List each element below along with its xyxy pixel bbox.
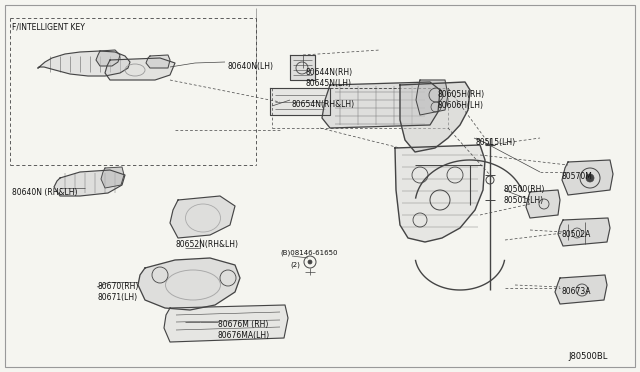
Polygon shape	[96, 50, 120, 66]
Polygon shape	[322, 82, 440, 128]
Text: 80673A: 80673A	[561, 287, 591, 296]
Text: 80676M (RH): 80676M (RH)	[218, 320, 268, 329]
Polygon shape	[164, 305, 288, 342]
Polygon shape	[290, 55, 315, 80]
Text: 80644N(RH): 80644N(RH)	[305, 68, 352, 77]
Text: 80606H(LH): 80606H(LH)	[437, 101, 483, 110]
Text: 80652N(RH&LH): 80652N(RH&LH)	[175, 240, 238, 249]
Polygon shape	[526, 190, 560, 218]
Text: 80605H(RH): 80605H(RH)	[437, 90, 484, 99]
Polygon shape	[562, 160, 613, 195]
Text: 80501(LH): 80501(LH)	[504, 196, 544, 205]
Text: J80500BL: J80500BL	[568, 352, 607, 361]
Circle shape	[586, 174, 594, 182]
Text: (2): (2)	[290, 261, 300, 267]
Polygon shape	[101, 167, 124, 188]
Polygon shape	[395, 145, 485, 242]
Text: 80515(LH): 80515(LH)	[476, 138, 516, 147]
Polygon shape	[54, 170, 125, 196]
Text: 80654N(RH&LH): 80654N(RH&LH)	[291, 100, 354, 109]
Text: F/INTELLIGENT KEY: F/INTELLIGENT KEY	[12, 22, 85, 31]
Polygon shape	[400, 82, 470, 152]
Text: 80670(RH): 80670(RH)	[97, 282, 138, 291]
Text: 80645N(LH): 80645N(LH)	[305, 79, 351, 88]
Polygon shape	[170, 196, 235, 238]
Circle shape	[308, 260, 312, 264]
Text: 80570M: 80570M	[561, 172, 592, 181]
Text: 80640N (RH&LH): 80640N (RH&LH)	[12, 188, 77, 197]
Polygon shape	[555, 275, 607, 304]
Text: 80671(LH): 80671(LH)	[97, 293, 137, 302]
Polygon shape	[558, 218, 610, 246]
Text: (B)08146-61650: (B)08146-61650	[280, 250, 337, 257]
Polygon shape	[138, 258, 240, 310]
Text: 80676MA(LH): 80676MA(LH)	[218, 331, 270, 340]
Polygon shape	[146, 55, 170, 68]
Polygon shape	[38, 51, 130, 76]
Polygon shape	[105, 58, 175, 80]
Text: 80500(RH): 80500(RH)	[504, 185, 545, 194]
Text: 80502A: 80502A	[561, 230, 590, 239]
Text: 80640N(LH): 80640N(LH)	[228, 62, 274, 71]
Polygon shape	[270, 88, 330, 115]
Polygon shape	[416, 80, 448, 115]
